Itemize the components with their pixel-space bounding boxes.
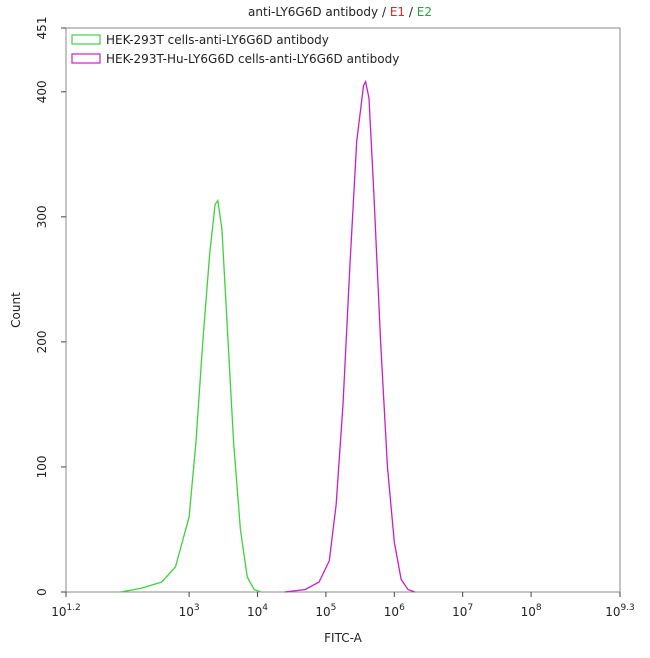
legend-swatch: [71, 34, 101, 45]
plot-frame: [65, 27, 621, 593]
tick-exponent: 9.3: [620, 603, 634, 613]
title-marker: E1: [390, 5, 405, 19]
tick-exponent: 5: [331, 603, 337, 613]
tick-exponent: 1.2: [66, 603, 80, 613]
tick-base: 10: [384, 605, 399, 619]
y-tick-label: 400: [35, 80, 49, 103]
tick-base: 10: [452, 605, 467, 619]
tick-base: 10: [247, 605, 262, 619]
tick-base: 10: [521, 605, 536, 619]
x-tick-label: 108: [521, 603, 542, 619]
title-separator: /: [409, 5, 414, 19]
x-tick-label: 101.2: [51, 603, 81, 619]
y-tick-label: 451: [35, 17, 49, 40]
title-text: anti-LY6G6D antibody: [248, 5, 378, 19]
tick-exponent: 8: [536, 603, 542, 613]
legend-label: HEK-293T-Hu-LY6G6D cells-anti-LY6G6D ant…: [106, 52, 399, 66]
y-axis-label: Count: [9, 292, 23, 328]
x-tick-label: 106: [384, 603, 405, 619]
histogram-curve: [120, 198, 262, 593]
legend-swatch: [71, 53, 101, 64]
y-tick-label: 200: [35, 330, 49, 353]
x-axis-label: FITC-A: [324, 631, 363, 645]
tick-base: 10: [51, 605, 66, 619]
x-tick-label: 105: [315, 603, 336, 619]
y-tick-label: 100: [35, 455, 49, 478]
tick-exponent: 3: [194, 603, 200, 613]
x-tick-label: 109.3: [605, 603, 635, 619]
tick-exponent: 6: [399, 603, 405, 613]
tick-base: 10: [605, 605, 620, 619]
x-tick-label: 107: [452, 603, 473, 619]
tick-exponent: 7: [467, 603, 473, 613]
y-tick-label: 300: [35, 205, 49, 228]
tick-base: 10: [179, 605, 194, 619]
y-tick-label: 0: [35, 588, 49, 596]
tick-exponent: 4: [262, 603, 268, 613]
x-tick-label: 104: [247, 603, 268, 619]
chart-title: anti-LY6G6D antibody / E1 / E2: [248, 5, 432, 19]
title-marker: E2: [417, 5, 432, 19]
legend-label: HEK-293T cells-anti-LY6G6D antibody: [106, 33, 329, 47]
title-separator: /: [382, 5, 387, 19]
tick-base: 10: [315, 605, 330, 619]
histogram-curve: [284, 79, 416, 593]
x-tick-label: 103: [179, 603, 200, 619]
